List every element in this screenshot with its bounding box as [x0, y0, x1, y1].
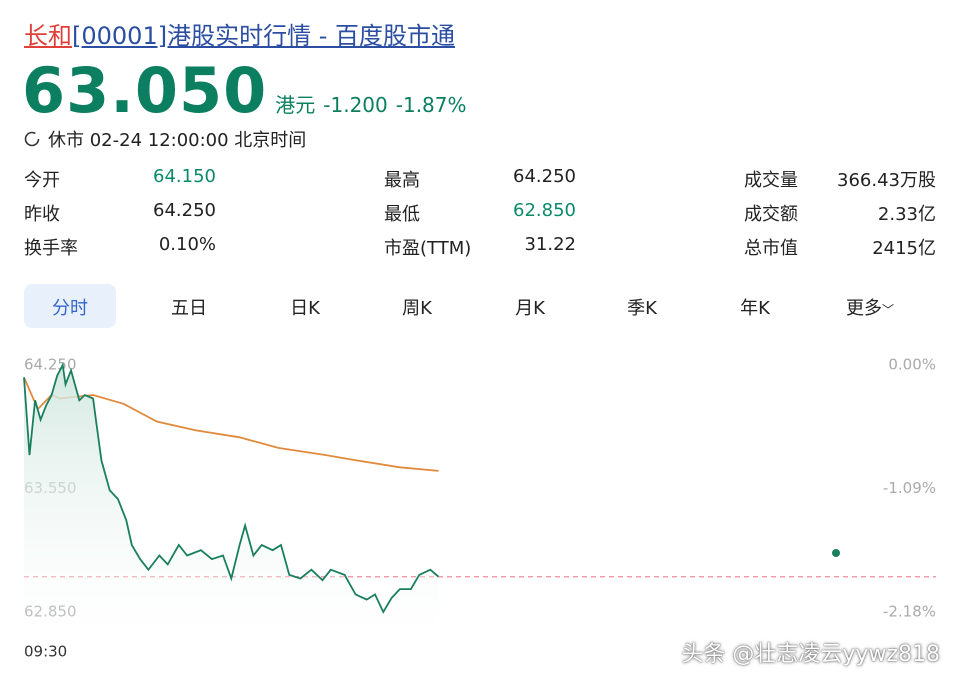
tab[interactable]: 季K	[627, 298, 657, 319]
page-title-link[interactable]: [00001]港股实时行情 - 百度股市通	[72, 22, 455, 50]
tab[interactable]: 年K	[740, 298, 770, 319]
stat-label: 昨收	[24, 204, 60, 225]
stat-value: 64.250	[153, 200, 216, 221]
stat-value: 64.250	[513, 166, 576, 187]
stat-label: 最高	[384, 170, 420, 191]
stat-label: 成交量	[744, 170, 798, 191]
clock-icon	[24, 131, 40, 147]
watermark: 头条 @壮志凌云yywz818	[681, 642, 940, 667]
tab[interactable]: 更多﹀	[845, 298, 895, 319]
y-tick-label: 64.250	[24, 356, 77, 374]
tab[interactable]: 分时	[52, 298, 88, 319]
status-text: 休市 02-24 12:00:00 北京时间	[48, 130, 307, 151]
stat-label: 市盈(TTM)	[384, 238, 472, 259]
stat-label: 换手率	[24, 238, 78, 259]
x-tick-label: 09:30	[24, 643, 67, 661]
stat-value: 31.22	[524, 234, 576, 255]
quote: 63.050 港元 -1.200 -1.87%	[22, 54, 467, 127]
tab[interactable]: 日K	[290, 298, 320, 319]
line	[23, 362, 440, 614]
stat-label: 今开	[24, 170, 60, 191]
price: 63.050	[22, 54, 268, 127]
status: 休市 02-24 12:00:00 北京时间	[24, 126, 306, 152]
stat-value: 64.150	[153, 166, 216, 187]
price-area	[24, 365, 439, 642]
status-dot	[832, 549, 840, 557]
stat-label: 成交额	[744, 204, 798, 225]
tab[interactable]: 周K	[402, 298, 432, 319]
tab-highlight	[24, 284, 116, 328]
tab[interactable]: 五日	[171, 298, 207, 319]
stat-label: 总市值	[744, 238, 798, 259]
change: -1.200	[323, 93, 388, 117]
stat-value: 62.850	[513, 200, 576, 221]
stat-value: 0.10%	[158, 234, 216, 255]
y2-tick-label: -2.18%	[883, 603, 936, 621]
stock-name-link[interactable]: 长和	[24, 22, 72, 50]
stat-label: 最低	[384, 204, 420, 225]
chevron: ﹀	[881, 303, 895, 317]
stat-value: 2.33亿	[877, 204, 936, 225]
y2-tick-label: 0.00%	[888, 356, 936, 374]
stat-value: 2415亿	[872, 238, 936, 259]
tab[interactable]: 月K	[515, 298, 545, 319]
unit: 港元	[275, 93, 316, 117]
y2-tick-label: -1.09%	[883, 479, 936, 497]
change-pct: -1.87%	[395, 93, 467, 117]
header: 长和[00001]港股实时行情 - 百度股市通	[24, 16, 455, 51]
stat-value: 366.43万股	[837, 170, 936, 191]
